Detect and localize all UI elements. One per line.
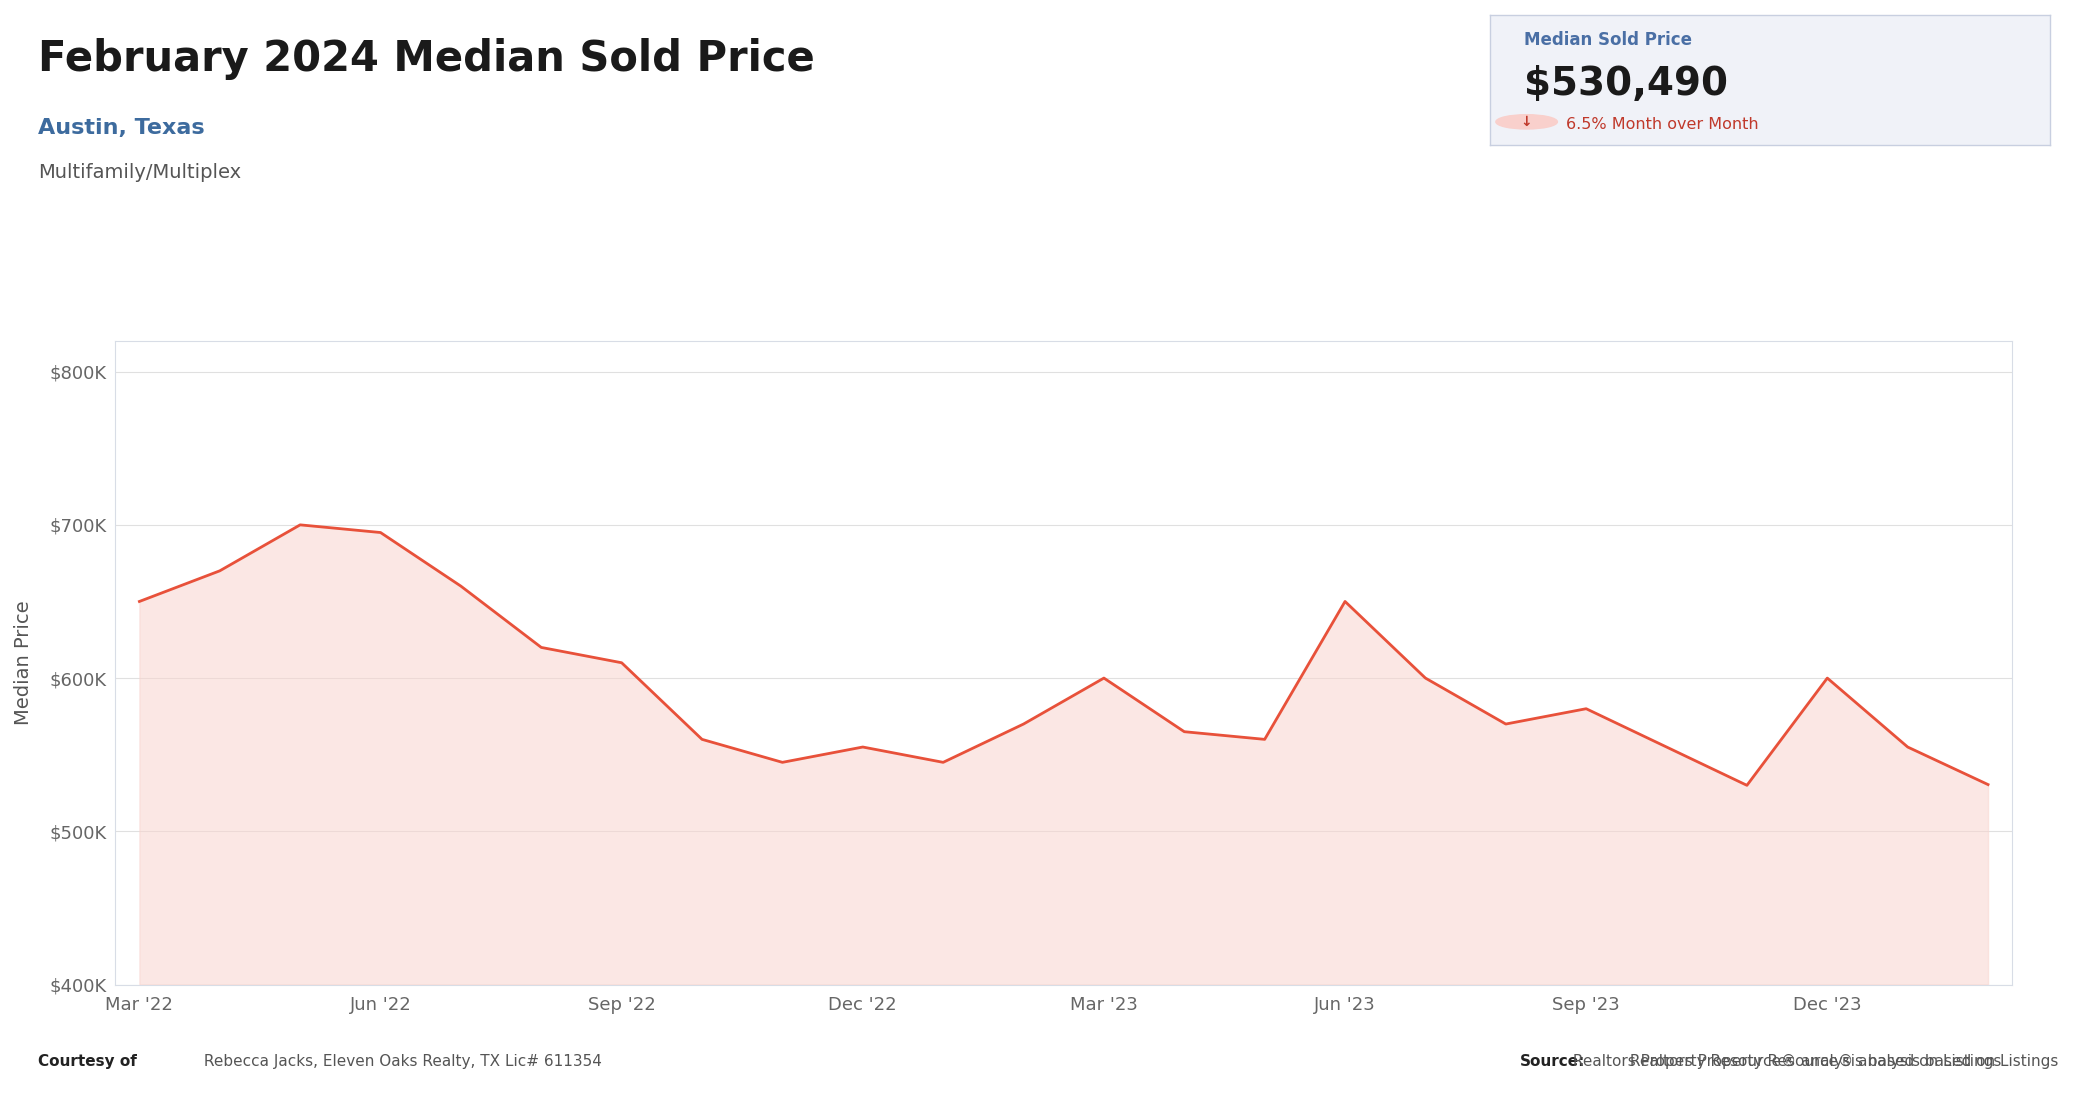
Text: Rebecca Jacks, Eleven Oaks Realty, TX Lic# 611354: Rebecca Jacks, Eleven Oaks Realty, TX Li… bbox=[199, 1054, 602, 1069]
Text: Austin, Texas: Austin, Texas bbox=[38, 118, 203, 138]
Text: February 2024 Median Sold Price: February 2024 Median Sold Price bbox=[38, 39, 815, 80]
Text: Courtesy of: Courtesy of bbox=[38, 1054, 136, 1069]
Text: Median Sold Price: Median Sold Price bbox=[1524, 31, 1691, 50]
Circle shape bbox=[1497, 114, 1557, 129]
Text: ↓: ↓ bbox=[1522, 114, 1532, 129]
Y-axis label: Median Price: Median Price bbox=[15, 601, 34, 725]
Text: $530,490: $530,490 bbox=[1524, 65, 1727, 102]
Text: Source:: Source: bbox=[1520, 1054, 1585, 1069]
Text: Multifamily/Multiplex: Multifamily/Multiplex bbox=[38, 163, 241, 182]
Text: Realtors Property Resource® analysis based on Listings: Realtors Property Resource® analysis bas… bbox=[1568, 1054, 2002, 1069]
Text: 6.5% Month over Month: 6.5% Month over Month bbox=[1566, 117, 1759, 132]
Text: Realtors Property Resource® analysis based on Listings: Realtors Property Resource® analysis bas… bbox=[1624, 1054, 2058, 1069]
